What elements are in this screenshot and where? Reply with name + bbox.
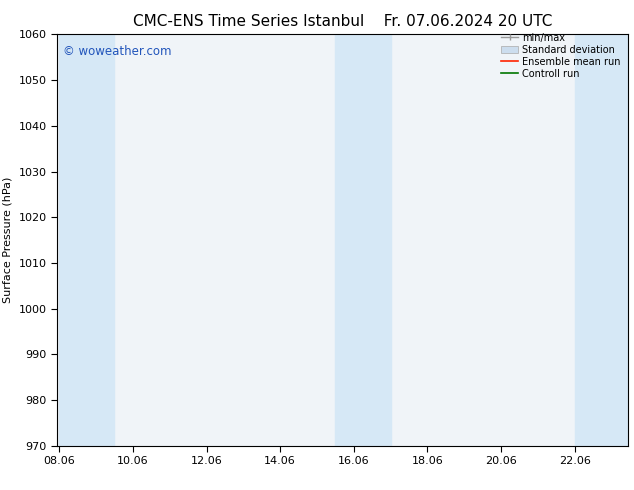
Y-axis label: Surface Pressure (hPa): Surface Pressure (hPa) bbox=[3, 177, 13, 303]
Bar bbox=[574, 34, 628, 446]
Title: CMC-ENS Time Series Istanbul    Fr. 07.06.2024 20 UTC: CMC-ENS Time Series Istanbul Fr. 07.06.2… bbox=[133, 14, 552, 29]
Legend: min/max, Standard deviation, Ensemble mean run, Controll run: min/max, Standard deviation, Ensemble me… bbox=[499, 31, 623, 81]
Text: © woweather.com: © woweather.com bbox=[63, 45, 171, 58]
Bar bbox=[59, 34, 115, 446]
Bar bbox=[335, 34, 391, 446]
